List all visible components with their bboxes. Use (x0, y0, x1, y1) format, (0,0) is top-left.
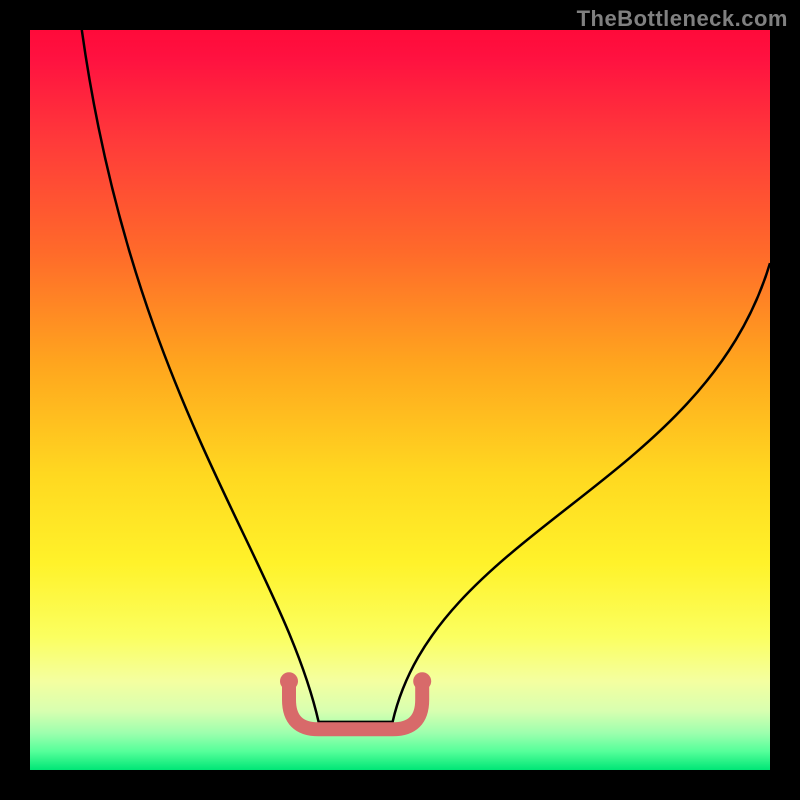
gradient-background (30, 30, 770, 770)
highlight-end-dot-left (280, 672, 298, 690)
highlight-end-dot-right (413, 672, 431, 690)
chart-stage: TheBottleneck.com (0, 0, 800, 800)
bottleneck-curve-chart (0, 0, 800, 800)
